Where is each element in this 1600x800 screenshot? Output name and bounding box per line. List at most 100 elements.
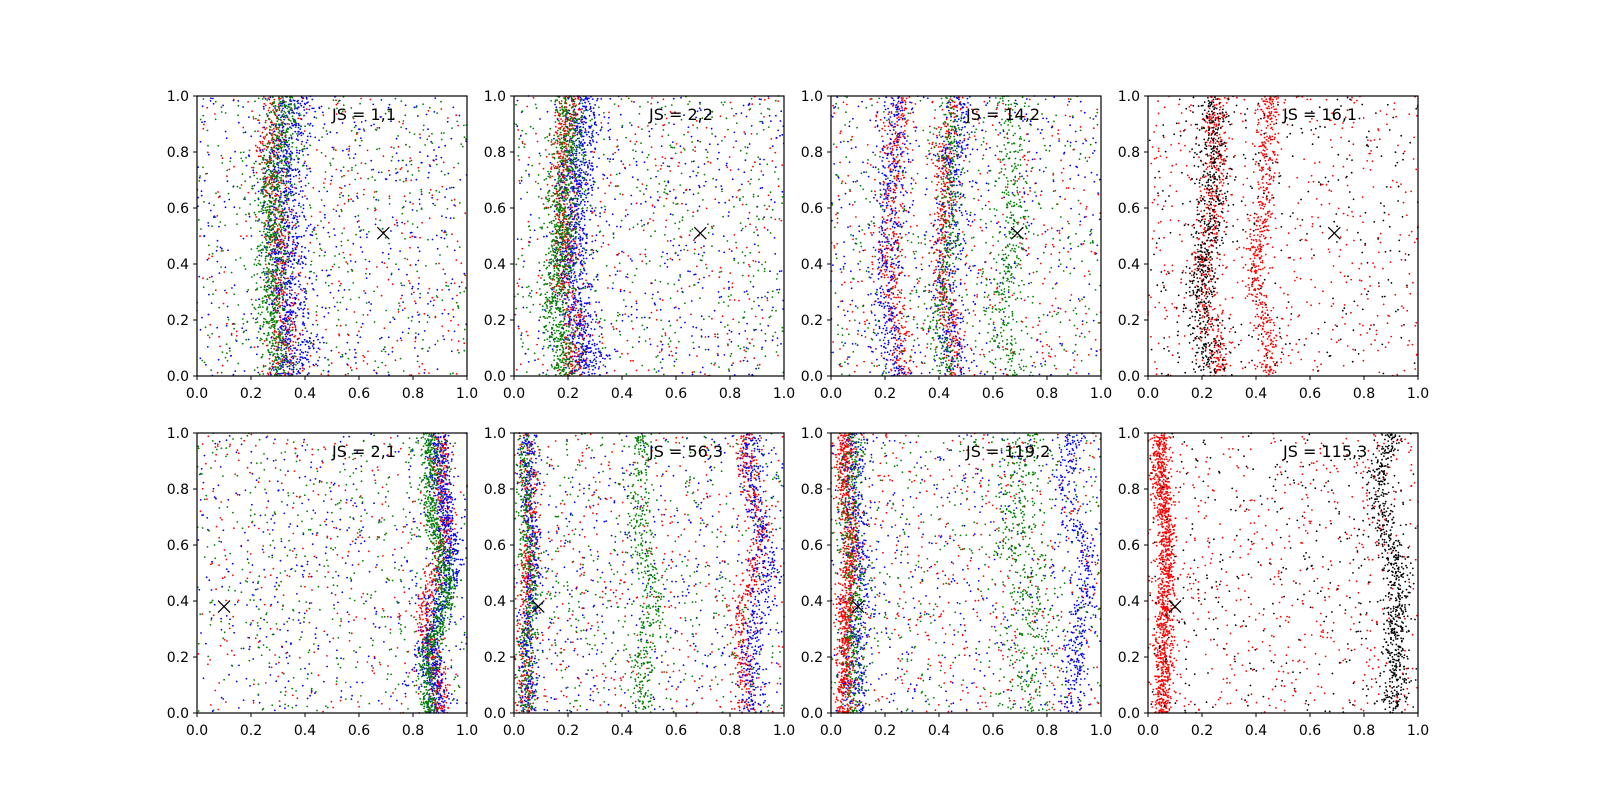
data-point [289, 225, 291, 227]
data-point [459, 292, 461, 294]
data-point [453, 204, 455, 206]
data-point [651, 312, 653, 314]
data-point [285, 364, 287, 366]
data-point [281, 305, 283, 307]
data-point [297, 108, 299, 110]
data-point [734, 299, 736, 301]
data-point [312, 345, 314, 347]
data-point [293, 362, 295, 364]
data-point [265, 238, 267, 240]
data-point [273, 331, 275, 333]
data-point [310, 342, 312, 344]
data-point [282, 307, 284, 309]
data-point [288, 156, 290, 158]
data-point [578, 195, 580, 197]
data-point [251, 110, 253, 112]
data-point [585, 353, 587, 355]
data-point [307, 352, 309, 354]
data-point [350, 367, 352, 369]
data-point [396, 152, 398, 154]
data-point [253, 175, 255, 177]
data-point [736, 196, 738, 198]
data-point [289, 161, 291, 163]
data-point [592, 131, 594, 133]
data-point [280, 279, 282, 281]
data-point [345, 261, 347, 263]
data-point [274, 170, 276, 172]
data-point [261, 252, 263, 254]
data-point [356, 132, 358, 134]
data-point [258, 246, 260, 248]
data-point [572, 368, 574, 370]
data-point [303, 215, 305, 217]
data-point [252, 188, 254, 190]
data-point [269, 220, 271, 222]
data-point [573, 125, 575, 127]
data-point [243, 313, 245, 315]
data-point [290, 134, 292, 136]
data-point [589, 303, 591, 305]
data-point [265, 98, 267, 100]
data-point [375, 224, 377, 226]
data-point [280, 117, 282, 119]
data-point [302, 330, 304, 332]
data-point [439, 254, 441, 256]
data-point [302, 267, 304, 269]
data-point [578, 350, 580, 352]
data-point [732, 362, 734, 364]
data-point [284, 223, 286, 225]
data-point [280, 101, 282, 103]
data-point [285, 156, 287, 158]
data-point [580, 243, 582, 245]
data-point [286, 115, 288, 117]
data-point [258, 255, 260, 257]
data-point [579, 251, 581, 253]
data-point [463, 291, 465, 293]
data-point [298, 178, 300, 180]
data-point [276, 152, 278, 154]
data-point [595, 321, 597, 323]
data-point [258, 260, 260, 262]
data-point [342, 297, 344, 299]
data-point [593, 151, 595, 153]
data-point [408, 328, 410, 330]
data-point [295, 248, 297, 250]
data-point [273, 128, 275, 130]
data-point [217, 261, 219, 263]
data-point [426, 138, 428, 140]
data-point [295, 223, 297, 225]
data-point [298, 260, 300, 262]
data-point [304, 247, 306, 249]
data-point [259, 373, 261, 375]
data-point [268, 222, 270, 224]
data-point [338, 335, 340, 337]
data-point [314, 137, 316, 139]
data-point [280, 111, 282, 113]
data-point [587, 326, 589, 328]
data-point [585, 197, 587, 199]
data-point [284, 247, 286, 249]
data-point [226, 352, 228, 354]
data-point [452, 107, 454, 109]
data-point [267, 192, 269, 194]
data-point [260, 193, 262, 195]
data-point [266, 212, 268, 214]
data-point [279, 108, 281, 110]
data-point [432, 203, 434, 205]
data-point [268, 174, 270, 176]
data-point [301, 118, 303, 120]
data-point [326, 191, 328, 193]
data-point [421, 193, 423, 195]
data-point [265, 281, 267, 283]
data-point [457, 240, 459, 242]
data-point [670, 258, 672, 260]
data-point [273, 101, 275, 103]
data-point [402, 309, 404, 311]
data-point [747, 181, 749, 183]
data-point [268, 323, 270, 325]
data-point [274, 278, 276, 280]
data-point [278, 335, 280, 337]
data-point [455, 259, 457, 261]
data-point [271, 103, 273, 105]
data-point [273, 348, 275, 350]
